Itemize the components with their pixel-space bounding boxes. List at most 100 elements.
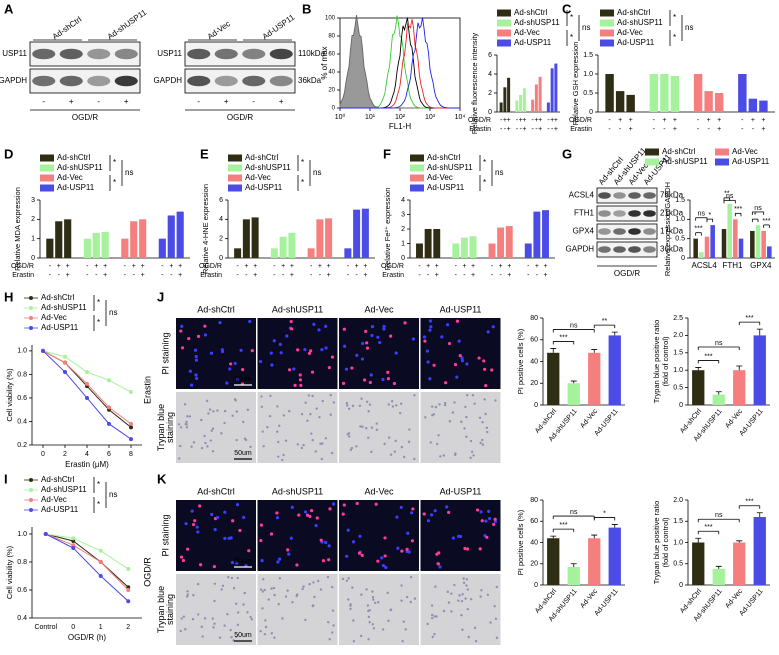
cell xyxy=(262,578,265,581)
cell xyxy=(235,502,240,507)
condition-sign: - xyxy=(310,272,313,279)
legend-swatch xyxy=(600,19,614,27)
error-bar xyxy=(550,535,557,539)
cell xyxy=(341,512,345,516)
cell xyxy=(443,401,447,405)
cell xyxy=(375,422,378,425)
cell xyxy=(396,546,400,550)
cell xyxy=(383,442,386,446)
cell xyxy=(308,514,312,519)
series-line xyxy=(45,533,129,591)
size-label: 21kDa xyxy=(660,209,684,218)
cell xyxy=(365,426,368,430)
condition-sign: + xyxy=(534,117,538,124)
cell xyxy=(310,370,315,374)
cell xyxy=(307,394,311,397)
y-tick-label: 4 xyxy=(488,71,492,78)
cell xyxy=(439,455,442,458)
y-tick-label: 0 xyxy=(534,402,538,409)
cell xyxy=(351,586,354,589)
cell xyxy=(261,607,264,610)
axis-title: Relative MDA expression xyxy=(13,187,22,271)
x-tick-label: GPX4 xyxy=(750,261,772,270)
cell xyxy=(327,544,331,548)
bar xyxy=(416,243,423,258)
cell xyxy=(259,538,263,543)
condition-sign: + xyxy=(507,272,511,279)
blot-band xyxy=(114,48,138,60)
legend-label: Ad-Vec xyxy=(57,173,83,182)
condition-sign: - xyxy=(282,272,285,279)
cell xyxy=(211,450,215,453)
cell xyxy=(193,348,198,352)
bar xyxy=(567,566,580,585)
significance: ns xyxy=(715,512,723,519)
significance: * xyxy=(97,298,100,307)
cell xyxy=(272,339,276,343)
blot-band xyxy=(643,210,656,217)
cell xyxy=(236,576,239,580)
cell xyxy=(341,577,345,581)
cell xyxy=(266,425,269,429)
condition-sign: - xyxy=(531,117,534,124)
cell xyxy=(209,439,212,442)
cell xyxy=(494,399,497,402)
condition-label: OGD/R xyxy=(199,263,222,270)
cell xyxy=(359,425,362,428)
cell xyxy=(302,585,305,588)
cell xyxy=(282,453,285,457)
cell xyxy=(259,630,262,633)
cell xyxy=(260,559,264,563)
cell xyxy=(394,351,398,355)
cell xyxy=(295,563,299,567)
cell xyxy=(194,354,198,359)
condition-sign: + xyxy=(132,263,136,270)
cell xyxy=(193,519,197,523)
trypan-image xyxy=(176,574,256,645)
cell xyxy=(491,325,495,329)
data-point xyxy=(98,548,103,553)
cell xyxy=(320,457,324,461)
cell xyxy=(474,639,478,643)
cell xyxy=(182,615,186,618)
bar xyxy=(670,75,680,112)
condition-sign: + xyxy=(618,117,622,124)
bar xyxy=(755,225,761,258)
blot-band xyxy=(628,246,641,253)
y-tick-label: 20 xyxy=(530,380,538,387)
cell xyxy=(398,411,402,415)
y-tick-label: 6 xyxy=(488,52,492,59)
condition-sign: + xyxy=(554,126,558,133)
cell xyxy=(276,560,280,564)
cell xyxy=(390,399,394,403)
condition-sign: - xyxy=(741,117,744,124)
cell xyxy=(475,508,480,512)
cell xyxy=(386,377,391,381)
data-point xyxy=(63,354,67,359)
cell xyxy=(301,587,304,591)
cell xyxy=(210,512,214,517)
y-tick-label: 3 xyxy=(31,197,35,204)
condition-sign: + xyxy=(471,272,475,279)
cell xyxy=(190,509,194,513)
cell xyxy=(391,405,395,408)
significance: * xyxy=(483,158,486,167)
cell xyxy=(389,608,393,611)
condition-sign: + xyxy=(426,263,430,270)
cell xyxy=(342,503,346,507)
bar xyxy=(626,94,635,112)
condition-sign: - xyxy=(516,126,519,133)
y-tick-label: 0 xyxy=(679,582,683,589)
y-tick-label: 100 xyxy=(325,16,336,22)
legend-swatch xyxy=(228,174,242,182)
bar xyxy=(699,252,704,258)
cell xyxy=(460,420,463,424)
condition-sign: - xyxy=(455,263,458,270)
cell xyxy=(223,536,227,540)
bar xyxy=(524,243,532,258)
legend-label: Ad-Vec xyxy=(732,147,758,156)
data-point xyxy=(126,599,131,604)
size-label: 79kDa xyxy=(660,191,684,200)
blot-band xyxy=(598,192,611,199)
cell xyxy=(349,603,352,606)
